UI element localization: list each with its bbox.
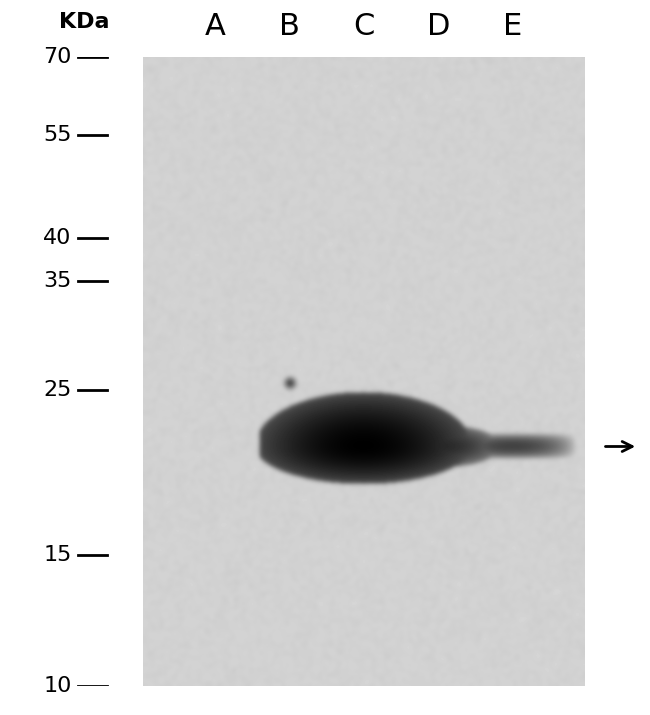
Text: 40: 40 <box>43 228 72 248</box>
Text: 70: 70 <box>43 47 72 67</box>
Text: 55: 55 <box>43 125 72 145</box>
Text: 10: 10 <box>43 676 72 696</box>
Text: KDa: KDa <box>59 12 110 32</box>
Text: 15: 15 <box>43 546 72 566</box>
Text: 35: 35 <box>43 271 72 291</box>
Text: 25: 25 <box>43 380 72 400</box>
